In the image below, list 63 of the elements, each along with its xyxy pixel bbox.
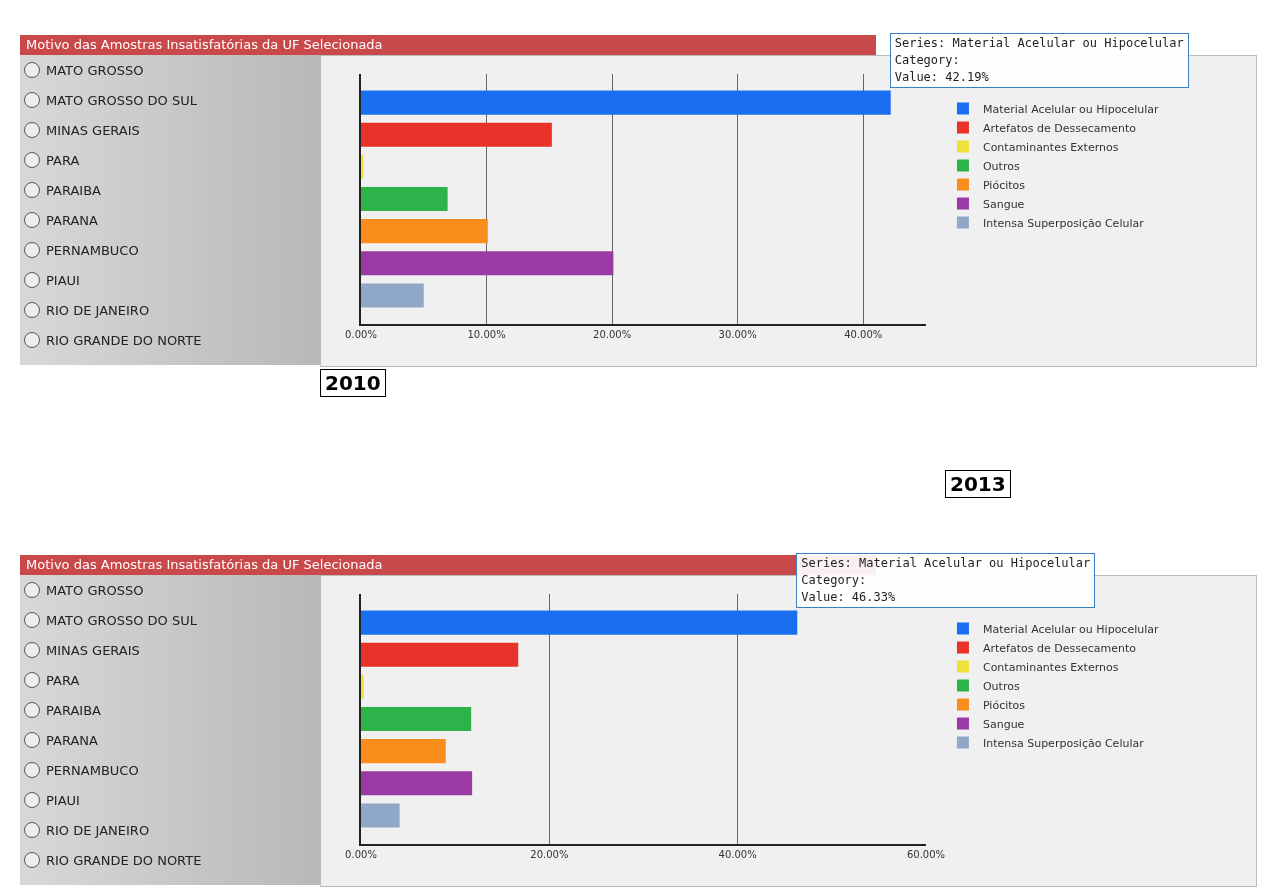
x-tick-label: 30.00%: [718, 329, 757, 340]
bar: [361, 803, 400, 828]
x-tick-label: 40.00%: [718, 849, 757, 860]
bar: [361, 674, 364, 699]
text: PARANA: [46, 212, 98, 228]
text: MATO GROSSO: [46, 582, 144, 598]
legend-label: Material Acelular ou Hipocelular: [982, 102, 1159, 116]
text: PERNAMBUCO: [46, 242, 139, 258]
text: RIO GRANDE DO NORTE: [46, 332, 202, 348]
text: MINAS GERAIS: [46, 642, 140, 658]
x-tick-label: 10.00%: [467, 329, 506, 340]
legend-label: Intensa Superposição Celular: [982, 216, 1145, 230]
legend-label: Material Acelular ou Hipocelular: [982, 622, 1159, 636]
annotation: Series: Material Acelular ou Hipocelular Category: Value: 42.19%: [894, 35, 1184, 86]
text: Motivo das Amostras Insatisfatórias da UF Selecionada: [20, 35, 876, 55]
text: RIO GRANDE DO NORTE: [46, 852, 202, 868]
legend-label: Intensa Superposição Celular: [982, 736, 1145, 750]
bar: [361, 251, 614, 276]
x-tick-label: 0.00%: [345, 849, 377, 860]
text: PARA: [46, 672, 80, 688]
text: MATO GROSSO DO SUL: [46, 92, 197, 108]
legend-label: Artefatos de Dessecamento: [982, 641, 1137, 655]
text: MINAS GERAIS: [46, 122, 140, 138]
legend-label: Piócitos: [982, 698, 1026, 712]
legend-label: Piócitos: [982, 178, 1026, 192]
text: PARA: [46, 152, 80, 168]
x-tick-label: 20.00%: [530, 849, 569, 860]
x-tick-label: 0.00%: [345, 329, 377, 340]
x-tick-label: 60.00%: [906, 849, 946, 860]
bar: [361, 90, 891, 115]
text: RIO DE JANEIRO: [46, 302, 150, 318]
bar: [361, 642, 519, 667]
text: PARAIBA: [46, 182, 101, 198]
legend-label: Artefatos de Dessecamento: [982, 121, 1137, 135]
bar: [361, 186, 448, 212]
annotation: Series: Material Acelular ou Hipocelular Category: Value: 46.33%: [801, 555, 1091, 606]
text: 2010: [320, 369, 386, 397]
text: PARAIBA: [46, 702, 101, 718]
bar: [361, 771, 473, 796]
text: MATO GROSSO: [46, 62, 144, 78]
bar: [361, 610, 798, 635]
legend-label: Contaminantes Externos: [982, 140, 1119, 154]
text: PIAUI: [46, 272, 80, 288]
x-tick-label: 20.00%: [593, 329, 632, 340]
legend-label: Sangue: [982, 197, 1025, 211]
bar: [361, 154, 364, 179]
legend-label: Sangue: [982, 717, 1025, 731]
text: RIO DE JANEIRO: [46, 822, 150, 838]
text: PERNAMBUCO: [46, 762, 139, 778]
legend-label: Outros: [982, 159, 1020, 173]
bar: [361, 219, 488, 244]
text: Motivo das Amostras Insatisfatórias da UF Selecionada: [26, 557, 383, 572]
x-tick-label: 40.00%: [844, 329, 883, 340]
bar: [361, 283, 424, 308]
bar: [361, 706, 472, 732]
text: PIAUI: [46, 792, 80, 808]
text: MATO GROSSO DO SUL: [46, 612, 197, 628]
text: 2013: [945, 470, 1011, 498]
legend-label: Contaminantes Externos: [982, 660, 1119, 674]
bar: [361, 739, 446, 764]
bar: [361, 122, 552, 147]
text: PARANA: [46, 732, 98, 748]
legend-label: Outros: [982, 679, 1020, 693]
